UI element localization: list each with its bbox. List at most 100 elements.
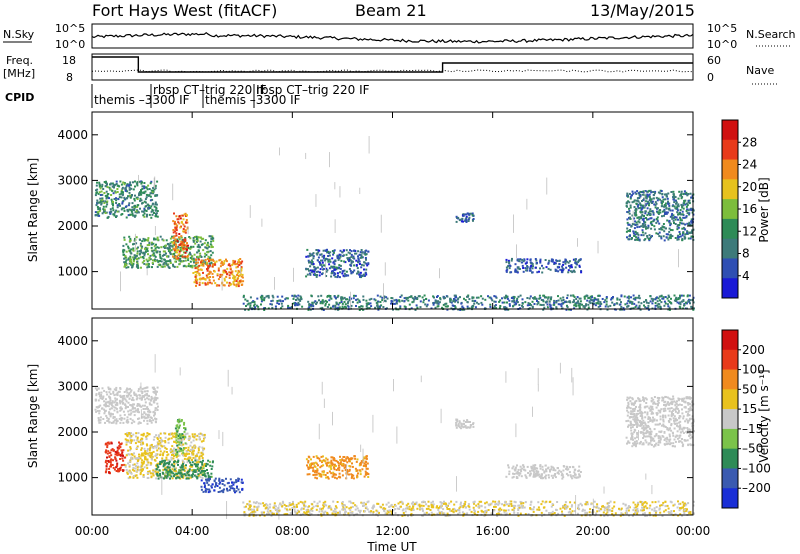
scatter-cell bbox=[143, 200, 146, 203]
scatter-cell bbox=[201, 261, 204, 264]
scatter-cell bbox=[119, 387, 122, 390]
scatter-cell bbox=[636, 216, 639, 219]
scatter-cell bbox=[217, 269, 220, 272]
scatter-cell bbox=[359, 271, 362, 274]
scatter-cell bbox=[359, 463, 362, 466]
scatter-cell bbox=[219, 481, 222, 484]
scatter-cell bbox=[142, 214, 145, 217]
scatter-cell bbox=[163, 253, 166, 256]
scatter-cell bbox=[240, 481, 243, 484]
scatter-cell bbox=[318, 474, 321, 477]
scatter-cell bbox=[508, 303, 511, 306]
scatter-cell bbox=[104, 471, 107, 474]
scatter-cell bbox=[324, 259, 327, 262]
scatter-cell bbox=[194, 435, 197, 438]
scatter-cell bbox=[130, 260, 133, 263]
scatter-cell bbox=[111, 413, 114, 416]
scatter-cell bbox=[459, 309, 462, 311]
scatter-cell bbox=[465, 221, 468, 223]
scatter-cell bbox=[144, 417, 147, 420]
scatter-cell bbox=[154, 238, 157, 241]
scatter-cell bbox=[140, 439, 143, 442]
scatter-cell bbox=[123, 209, 126, 212]
scatter-cell bbox=[315, 455, 318, 458]
scatter-cell bbox=[462, 213, 465, 216]
scatter-cell bbox=[162, 465, 165, 468]
scatter-cell bbox=[139, 466, 142, 469]
scatter-cell bbox=[124, 404, 127, 406]
scatter-cell bbox=[636, 223, 639, 226]
scatter-cell bbox=[132, 247, 135, 250]
scatter-cell bbox=[351, 474, 354, 476]
scatter-cell bbox=[313, 266, 316, 268]
scatter-cell bbox=[159, 264, 162, 267]
scatter-cell bbox=[536, 300, 538, 302]
scatter-cell bbox=[531, 263, 534, 265]
scatter-cell bbox=[191, 446, 194, 449]
scatter-cell bbox=[178, 454, 181, 457]
scatter-cell bbox=[155, 418, 158, 421]
scatter-cell bbox=[193, 445, 196, 448]
scatter-cell bbox=[98, 391, 101, 394]
scatter-cell bbox=[208, 479, 210, 482]
scatter-cell bbox=[634, 233, 637, 236]
scatter-cell bbox=[131, 398, 133, 401]
scatter-cell bbox=[425, 305, 428, 308]
scatter-cell bbox=[649, 237, 651, 240]
scatter-cell bbox=[231, 273, 234, 276]
scatter-cell bbox=[509, 265, 512, 267]
scatter-cell bbox=[455, 215, 458, 218]
scatter-cell bbox=[579, 258, 582, 261]
scatter-cell bbox=[98, 185, 101, 188]
scatter-cell bbox=[111, 182, 114, 185]
scatter-cell bbox=[167, 463, 170, 466]
scatter-cell bbox=[146, 419, 149, 422]
scatter-cell bbox=[317, 249, 320, 252]
scatter-cell bbox=[510, 259, 513, 262]
scatter-cell bbox=[115, 183, 118, 185]
scatter-cell bbox=[620, 305, 623, 308]
scatter-cell bbox=[307, 466, 310, 469]
scatter-cell bbox=[362, 298, 365, 301]
scatter-cell bbox=[358, 260, 361, 263]
scatter-cell bbox=[162, 459, 165, 462]
scatter-cell bbox=[171, 452, 174, 455]
scatter-cell bbox=[210, 282, 213, 285]
scatter-cell bbox=[564, 259, 567, 262]
scatter-cell bbox=[575, 298, 578, 300]
scatter-cell bbox=[350, 457, 353, 460]
scatter-cell bbox=[157, 405, 159, 408]
scatter-cell bbox=[336, 255, 339, 258]
scatter-cell bbox=[191, 435, 194, 438]
scatter-cell bbox=[121, 397, 124, 400]
cpid-label: CPID bbox=[5, 91, 34, 104]
scatter-cell bbox=[132, 399, 135, 402]
scatter-cell bbox=[160, 260, 163, 263]
scatter-cell bbox=[571, 271, 574, 274]
scatter-cell bbox=[643, 217, 645, 220]
scatter-cell bbox=[197, 460, 200, 463]
scatter-cell bbox=[115, 422, 118, 425]
scatter-cell bbox=[139, 440, 142, 443]
scatter-cell bbox=[192, 452, 195, 455]
scatter-cell bbox=[177, 472, 180, 475]
scatter-cell bbox=[686, 208, 689, 211]
scatter-cell bbox=[193, 236, 196, 238]
scatter-cell bbox=[112, 209, 115, 212]
scatter-cell bbox=[384, 300, 387, 303]
scatter-cell bbox=[308, 254, 311, 257]
scatter-cell bbox=[99, 184, 101, 187]
scatter-cell bbox=[310, 263, 313, 266]
scatter-cell bbox=[141, 396, 144, 399]
scatter-cell bbox=[455, 220, 458, 223]
scatter-cell bbox=[109, 399, 112, 402]
scatter-cell bbox=[129, 249, 132, 252]
scatter-cell bbox=[260, 300, 263, 303]
scatter-cell bbox=[124, 255, 127, 258]
scatter-cell bbox=[152, 419, 155, 422]
scatter-cell bbox=[133, 475, 136, 477]
scatter-cell bbox=[202, 271, 204, 274]
scatter-cell bbox=[667, 299, 670, 302]
scatter-cell bbox=[572, 258, 575, 261]
scatter-cell bbox=[98, 214, 101, 217]
